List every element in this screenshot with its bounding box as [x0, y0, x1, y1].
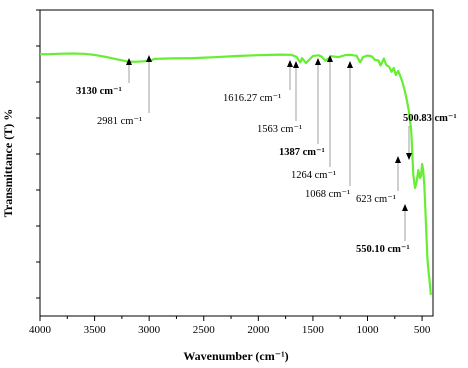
annotation-label: 550.10 cm⁻¹: [356, 244, 410, 255]
annotation-label: 2981 cm⁻¹: [97, 116, 142, 127]
x-tick-label: 3500: [84, 324, 107, 336]
annotation-arrow: [395, 156, 401, 163]
annotation-arrow: [327, 55, 333, 62]
peak-annotation: 1616.27 cm⁻¹: [223, 60, 293, 104]
annotation-arrow: [293, 61, 299, 68]
y-axis-title: Transmittance (T) %: [1, 109, 15, 217]
x-tick-label: 1000: [357, 324, 380, 336]
annotation-label: 1563 cm⁻¹: [257, 124, 302, 135]
annotation-label: 3130 cm⁻¹: [76, 86, 122, 97]
peak-annotation: 3130 cm⁻¹: [76, 58, 132, 97]
y-ticks: [36, 9, 40, 299]
peak-annotation: 1068 cm⁻¹: [305, 61, 353, 200]
annotation-label: 1068 cm⁻¹: [305, 189, 350, 200]
peak-annotation: 550.10 cm⁻¹: [356, 204, 410, 255]
peak-annotation: 1264 cm⁻¹: [291, 55, 336, 181]
peak-annotations: 3130 cm⁻¹ 2981 cm⁻¹ 1616.27 cm⁻¹ 1563 cm⁻¹ 1…: [76, 55, 457, 255]
annotation-label: 623 cm⁻¹: [356, 194, 396, 205]
annotation-arrow: [146, 55, 152, 62]
peak-annotation: 500.83 cm⁻¹: [403, 113, 457, 160]
x-tick-label: 500: [414, 324, 431, 336]
annotation-label: 1616.27 cm⁻¹: [223, 93, 281, 104]
plot-frame: [39, 9, 434, 317]
x-axis-title: Wavenumber (cm⁻¹): [183, 349, 288, 363]
annotation-arrow: [406, 153, 412, 160]
spectrum-line: [39, 52, 432, 296]
x-tick-label: 1500: [302, 324, 325, 336]
annotation-arrow: [287, 60, 293, 67]
annotation-label: 1387 cm⁻¹: [279, 147, 325, 158]
peak-annotation: 2981 cm⁻¹: [97, 55, 152, 127]
annotation-label: 1264 cm⁻¹: [291, 170, 336, 181]
x-tick-label: 4000: [29, 324, 52, 336]
peak-annotation: 623 cm⁻¹: [356, 156, 401, 205]
annotation-arrow: [402, 204, 408, 211]
peak-annotation: 1387 cm⁻¹: [279, 58, 325, 158]
x-tick-label: 2500: [193, 324, 216, 336]
peak-annotation: 1563 cm⁻¹: [257, 61, 302, 135]
x-tick-label: 2000: [247, 324, 270, 336]
annotation-arrow: [126, 58, 132, 65]
annotation-label: 500.83 cm⁻¹: [403, 113, 457, 124]
x-tick-label: 3000: [138, 324, 161, 336]
annotation-arrow: [347, 61, 353, 68]
annotation-arrow: [315, 58, 321, 65]
x-ticks: 4000 3500 3000 2500 2000 1500 1000 500: [29, 316, 431, 336]
